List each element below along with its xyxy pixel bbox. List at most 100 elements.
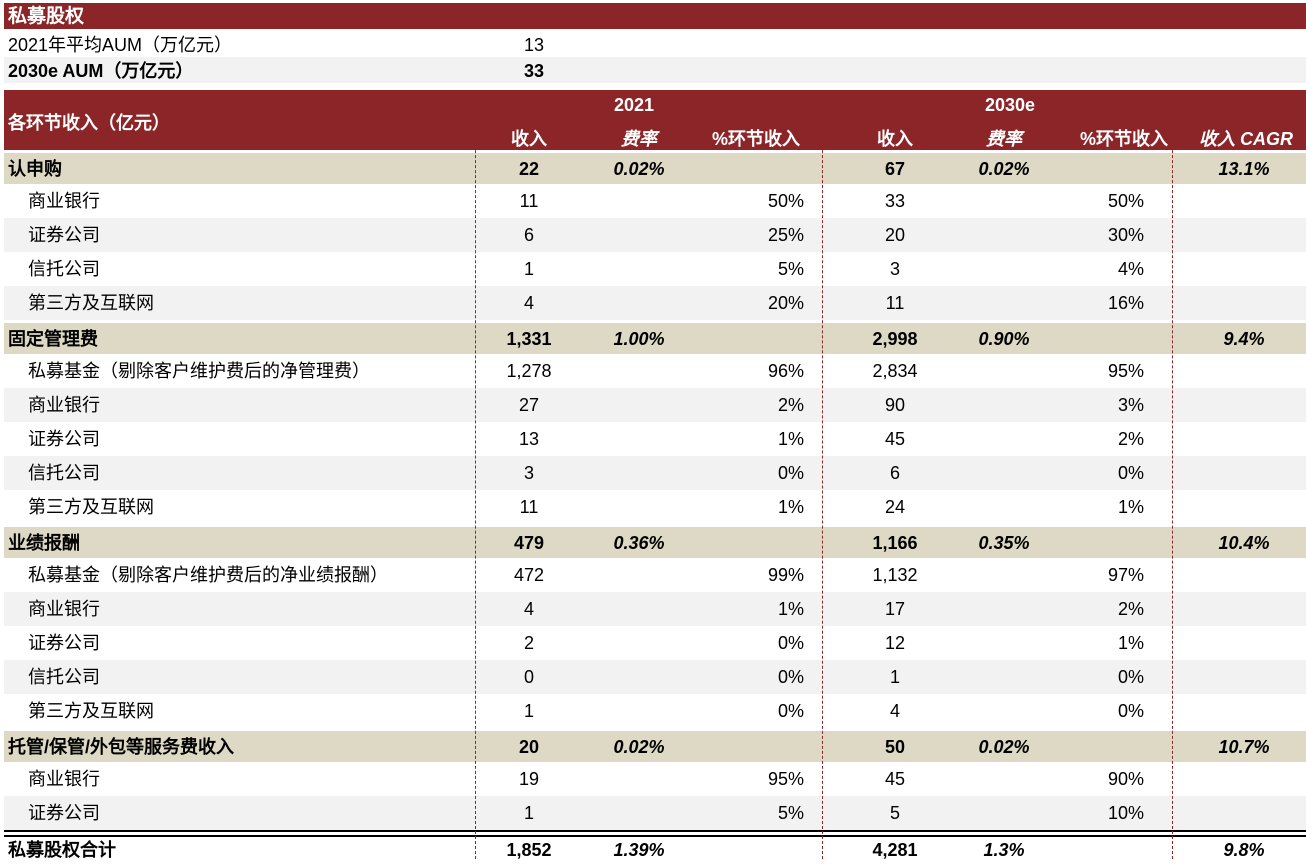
revenue-2030: 67 [884, 159, 906, 179]
pct-2021: 1% [777, 599, 804, 619]
header-rate: 费率 [986, 129, 1022, 149]
rate-2021: 0.36% [613, 533, 665, 553]
revenue-2030: 11 [885, 293, 905, 313]
table-row: 证券公司 6 25% 20 30% [4, 218, 1306, 252]
revenue-2021: 4 [523, 293, 534, 313]
pct-2021: 0% [777, 667, 804, 687]
revenue-2021: 3 [523, 463, 534, 483]
pct-2021: 5% [777, 259, 804, 279]
revenue-2030: 2,834 [872, 361, 918, 381]
pct-2030: 50% [1107, 191, 1144, 211]
row-label: 商业银行 [28, 599, 100, 619]
aum-2021-row: 2021年平均AUM（万亿元） 13 [4, 31, 1306, 57]
row-label: 证券公司 [28, 633, 100, 653]
revenue-2021: 6 [523, 225, 534, 245]
pct-2021: 50% [767, 191, 804, 211]
divider-line [475, 90, 476, 859]
pct-2030: 2% [1117, 429, 1144, 449]
row-label: 第三方及互联网 [28, 701, 154, 721]
revenue-2030: 1,166 [872, 533, 918, 553]
revenue-2030: 45 [884, 429, 906, 449]
pct-2021: 1% [777, 429, 804, 449]
section-row: 认申购 22 0.02% 67 0.02% 13.1% [4, 153, 1306, 184]
section-row: 业绩报酬 479 0.36% 1,166 0.35% 10.4% [4, 527, 1306, 558]
revenue-2030: 2,998 [872, 329, 918, 349]
pct-2021: 0% [777, 463, 804, 483]
section-row: 固定管理费 1,331 1.00% 2,998 0.90% 9.4% [4, 323, 1306, 354]
aum-label: 2030e AUM（万亿元） [8, 61, 194, 81]
header-pct: %环节收入 [711, 129, 800, 149]
revenue-2030: 24 [884, 497, 906, 517]
table-row: 商业银行 27 2% 90 3% [4, 388, 1306, 422]
revenue-2030: 17 [884, 599, 906, 619]
revenue-2030: 12 [884, 633, 906, 653]
row-label: 信托公司 [28, 463, 100, 483]
revenue-2030: 45 [884, 769, 906, 789]
revenue-2021: 1 [523, 803, 534, 823]
table-row: 商业银行 4 1% 17 2% [4, 592, 1306, 626]
revenue-2021: 0 [523, 667, 534, 687]
row-label: 商业银行 [28, 769, 100, 789]
table-row: 信托公司 3 0% 6 0% [4, 456, 1306, 490]
total-row: 私募股权合计 1,852 1.39% 4,281 1.3% 9.8% [4, 833, 1306, 867]
rate-2021: 1.00% [613, 329, 665, 349]
header-year-2030: 2030e [984, 95, 1036, 115]
total-rev-2021: 1,852 [506, 840, 552, 860]
header-year-2021: 2021 [613, 95, 655, 115]
pct-2030: 1% [1117, 497, 1144, 517]
pct-2030: 0% [1117, 701, 1144, 721]
revenue-2030: 1,132 [872, 565, 918, 585]
double-rule [4, 830, 1306, 837]
revenue-2030: 4 [889, 701, 900, 721]
revenue-2030: 33 [884, 191, 906, 211]
total-label: 私募股权合计 [8, 840, 116, 860]
revenue-2021: 479 [513, 533, 545, 553]
pct-2021: 20% [767, 293, 804, 313]
revenue-2021: 20 [518, 737, 540, 757]
rate-2030: 0.90% [978, 329, 1030, 349]
table-header: 各环节收入（亿元） 2021 2030e 收入 费率 %环节收入 收入 费率 %… [4, 90, 1306, 150]
table-title: 私募股权 [4, 3, 1306, 29]
revenue-2030: 20 [884, 225, 906, 245]
table-row: 私募基金（剔除客户维护费后的净业绩报酬） 472 99% 1,132 97% [4, 558, 1306, 592]
section-row: 托管/保管/外包等服务费收入 20 0.02% 50 0.02% 10.7% [4, 731, 1306, 762]
aum-2030-row: 2030e AUM（万亿元） 33 [4, 57, 1306, 83]
row-label: 商业银行 [28, 395, 100, 415]
total-rate-2030: 1.3% [983, 840, 1025, 860]
row-label: 托管/保管/外包等服务费收入 [8, 737, 235, 757]
header-revenue: 收入 [877, 129, 913, 149]
header-row-label: 各环节收入（亿元） [8, 113, 170, 133]
cagr: 9.4% [1223, 329, 1265, 349]
revenue-2021: 22 [518, 159, 540, 179]
pct-2021: 2% [777, 395, 804, 415]
pct-2021: 25% [767, 225, 804, 245]
row-label: 证券公司 [28, 803, 100, 823]
row-label: 私募基金（剔除客户维护费后的净业绩报酬） [28, 565, 388, 585]
pct-2021: 99% [767, 565, 804, 585]
pct-2030: 3% [1117, 395, 1144, 415]
revenue-2021: 472 [513, 565, 545, 585]
rate-2030: 0.35% [978, 533, 1030, 553]
cagr: 13.1% [1218, 159, 1270, 179]
total-cagr: 9.8% [1223, 840, 1265, 860]
aum-value: 33 [523, 61, 545, 81]
revenue-2021: 19 [518, 769, 540, 789]
table-row: 商业银行 11 50% 33 50% [4, 184, 1306, 218]
row-label: 商业银行 [28, 191, 100, 211]
rate-2030: 0.02% [978, 737, 1030, 757]
aum-label: 2021年平均AUM（万亿元） [8, 35, 233, 55]
revenue-2030: 1 [889, 667, 900, 687]
revenue-2021: 2 [523, 633, 534, 653]
header-revenue: 收入 [511, 129, 547, 149]
table-row: 信托公司 1 5% 3 4% [4, 252, 1306, 286]
pct-2030: 30% [1107, 225, 1144, 245]
aum-value: 13 [523, 35, 545, 55]
pct-2021: 0% [777, 701, 804, 721]
rate-2030: 0.02% [978, 159, 1030, 179]
pct-2021: 5% [777, 803, 804, 823]
revenue-2021: 1,278 [506, 361, 552, 381]
row-label: 证券公司 [28, 225, 100, 245]
pct-2030: 90% [1107, 769, 1144, 789]
header-cagr: 收入 CAGR [1199, 129, 1293, 149]
revenue-2030: 6 [889, 463, 900, 483]
